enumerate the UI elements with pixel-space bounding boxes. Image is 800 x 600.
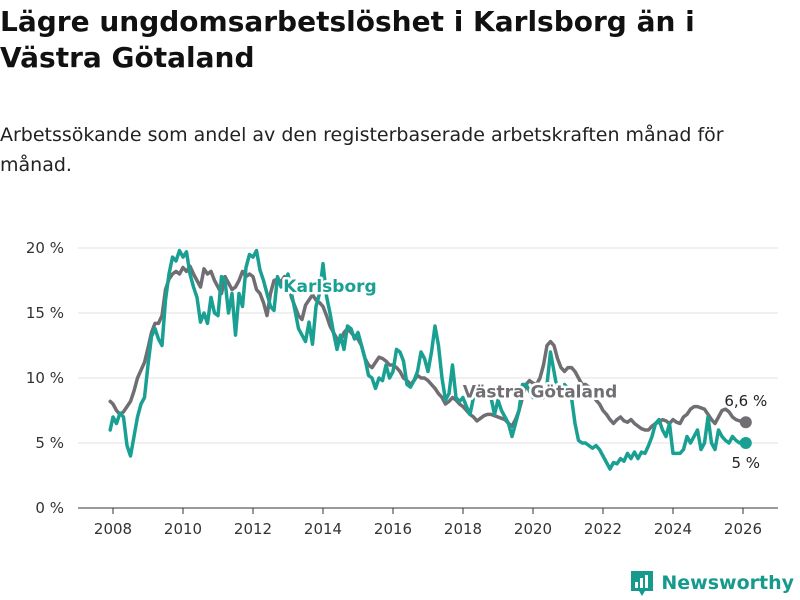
series-line-vastra-gotaland: [108, 264, 748, 432]
line-chart: 0 %5 %10 %15 %20 % 2008 2010 2012 2014 2016 2…: [26, 239, 778, 538]
x-tick-label: 2016: [374, 520, 412, 538]
newsworthy-logo-icon: [631, 571, 654, 596]
series-labels: 6,6 % 5 % Karlsborg Västra Götaland: [281, 275, 767, 472]
y-tick-label: 20 %: [26, 239, 64, 257]
y-tick-label: 0 %: [35, 499, 64, 517]
x-tick-label: 2008: [94, 520, 132, 538]
end-label-karlsborg: 5 %: [732, 454, 761, 472]
x-tick-label: 2012: [234, 520, 272, 538]
x-tick-label: 2026: [724, 520, 762, 538]
y-tick-label: 10 %: [26, 369, 64, 387]
annotation-karlsborg: Karlsborg: [283, 277, 376, 297]
grid-layer: [78, 247, 778, 509]
end-label-vastra-gotaland: 6,6 %: [724, 392, 767, 410]
x-tick-label: 2014: [304, 520, 342, 538]
x-axis-ticks: 2008 2010 2012 2014 2016 2018 2020 2022 2024 2026: [94, 508, 762, 538]
brand-logo[interactable]: Newsworthy: [629, 567, 794, 599]
y-tick-label: 15 %: [26, 304, 64, 322]
series-line-karlsborg: [108, 248, 748, 471]
x-tick-label: 2020: [514, 520, 552, 538]
x-tick-label: 2022: [584, 520, 622, 538]
series-layer: [108, 248, 752, 471]
x-tick-label: 2010: [164, 520, 202, 538]
y-tick-label: 5 %: [35, 434, 64, 452]
x-tick-label: 2024: [654, 520, 692, 538]
end-point-karlsborg: [739, 437, 752, 449]
brand-name: Newsworthy: [661, 572, 794, 594]
y-axis-ticks: 0 % 5 % 10 % 15 % 20 %: [26, 239, 64, 517]
chart-title: Lägre ungdomsarbetslöshet i Karlsborg än…: [0, 5, 695, 74]
chart-subtitle: Arbetssökande som andel av den registerb…: [0, 124, 724, 176]
x-tick-label: 2018: [444, 520, 482, 538]
annotation-vastra-gotaland: Västra Götaland: [463, 383, 618, 403]
end-point-vastra-gotaland: [739, 416, 752, 429]
